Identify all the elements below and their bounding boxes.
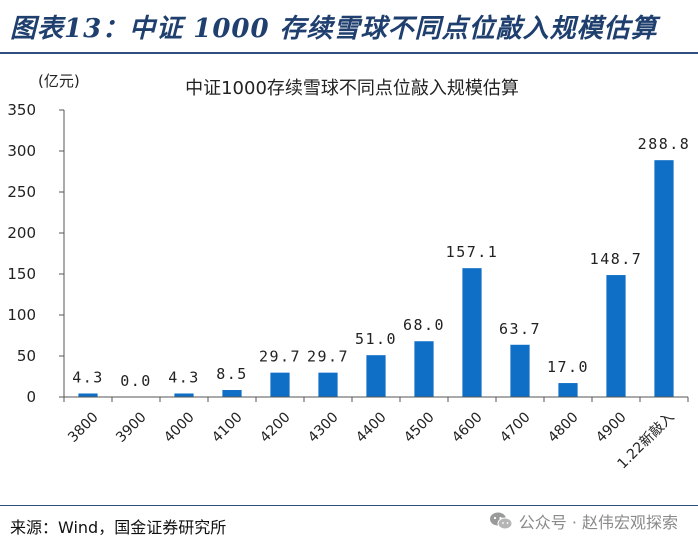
x-tick-label: 3900 [113,409,150,446]
x-tick-label: 4400 [353,409,390,446]
data-label: 148.7 [590,250,643,268]
data-label: 4.3 [72,368,104,386]
y-axis: 0 50 100 150 200 250 300 350 [7,101,65,406]
bar-4800 [558,383,578,397]
bar-chart: 中证1000存续雪球不同点位敲入规模估算 (亿元) 0 50 100 150 200 25… [7,72,691,472]
title-rule [0,52,698,54]
bar-3800 [78,393,98,397]
y-tick-label: 50 [17,347,36,365]
bar-4400 [366,355,386,397]
x-tick-label: 4700 [497,409,534,446]
source-note: 来源：Wind，国金证券研究所 [10,518,227,537]
data-label: 4.3 [168,368,200,386]
watermark: 公众号 · 赵伟宏观探索 [489,509,678,533]
bar-4500 [414,341,434,397]
y-tick-label: 150 [7,265,36,283]
data-label: 68.0 [403,316,445,334]
data-label: 288.8 [638,135,691,153]
bar-1.22新敲入 [654,160,674,397]
bar-4000 [174,393,194,397]
y-tick-label: 350 [7,101,36,119]
data-label: 0.0 [120,372,152,390]
data-label: 17.0 [547,358,589,376]
x-tick-label: 4100 [209,409,246,446]
watermark-text: 公众号 · 赵伟宏观探索 [518,513,678,532]
x-tick-label: 4000 [161,409,198,446]
bar-4100 [222,390,242,397]
figure-title: 图表13：中证 1000 存续雪球不同点位敲入规模估算 [10,14,658,44]
footer-rule [0,505,698,506]
data-label: 63.7 [499,320,541,338]
data-label: 157.1 [446,243,499,261]
y-tick-label: 200 [7,224,36,242]
data-label: 51.0 [355,330,397,348]
bar-4300 [318,372,338,397]
x-axis: 3800 3900 4000 4100 4200 4300 4400 4500 4600 4700… [63,396,689,472]
y-tick-label: 100 [7,306,36,324]
x-tick-label: 3800 [65,409,102,446]
bar-4600 [462,268,482,397]
y-tick-label: 0 [26,388,36,406]
data-label: 29.7 [259,348,301,366]
bar-4900 [606,275,626,397]
wechat-icon [489,512,513,530]
y-tick-label: 250 [7,183,36,201]
bar-4200 [270,372,290,397]
x-tick-label: 4200 [257,409,294,446]
bar-4700 [510,344,530,397]
x-tick-label: 4500 [401,409,438,446]
chart-title: 中证1000存续雪球不同点位敲入规模估算 [185,78,519,99]
x-tick-label: 4900 [593,409,630,446]
x-tick-label: 4800 [545,409,582,446]
x-tick-label: 4600 [449,409,486,446]
x-tick-label: 4300 [305,409,342,446]
data-label: 29.7 [307,348,349,366]
bars: 4.3 0.0 4.3 8.5 29.7 29.7 51.0 68.0 157.1 63.7 17.… [72,135,691,397]
y-tick-label: 300 [7,142,36,160]
y-unit-label: (亿元) [38,72,80,90]
data-label: 8.5 [216,365,248,383]
